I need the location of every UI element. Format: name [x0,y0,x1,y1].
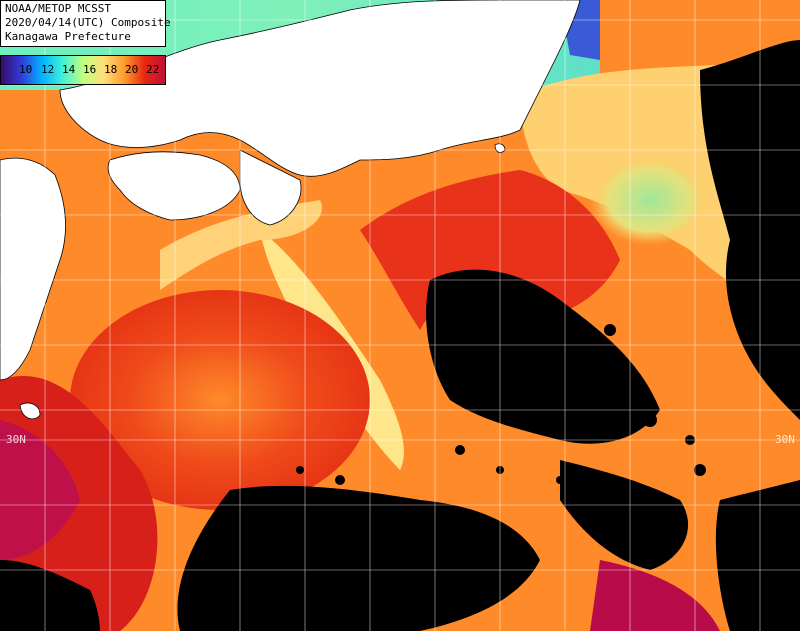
colorbar-tick: 10 [19,63,33,76]
lat-label-left: 30N [6,433,26,446]
colorbar-tick: 16 [83,63,97,76]
temperature-colorbar: 10 12 14 16 18 20 22 [0,55,166,85]
magenta-south [590,560,720,631]
coastal-yellow-band [160,200,322,290]
lon-label: 136E [499,7,512,35]
colorbar-gradient [1,56,165,84]
honshu [59,0,581,177]
land [0,0,581,420]
cool-eddy-east [590,155,710,245]
colorbar-tick: 20 [125,63,139,76]
region-label: Kanagawa Prefecture [5,30,131,43]
magenta-warm-pool [0,420,80,560]
kii-peninsula [239,149,302,226]
kuroshio-core [360,170,620,330]
shikoku [107,151,241,221]
colorbar-tick: 14 [62,63,76,76]
colorbar-tick: 12 [41,63,55,76]
colorbar-tick: 22 [146,63,160,76]
colorbar-tick: 18 [104,63,118,76]
cloud-mask [0,40,800,631]
satellite-title: NOAA/METOP MCSST [5,2,111,15]
info-panel: NOAA/METOP MCSST 2020/04/14(UTC) Composi… [0,0,171,47]
lat-label-right: 30N [775,433,795,446]
kyushu [0,157,66,381]
south-island [19,402,41,420]
date-composite: 2020/04/14(UTC) Composite [5,16,171,29]
